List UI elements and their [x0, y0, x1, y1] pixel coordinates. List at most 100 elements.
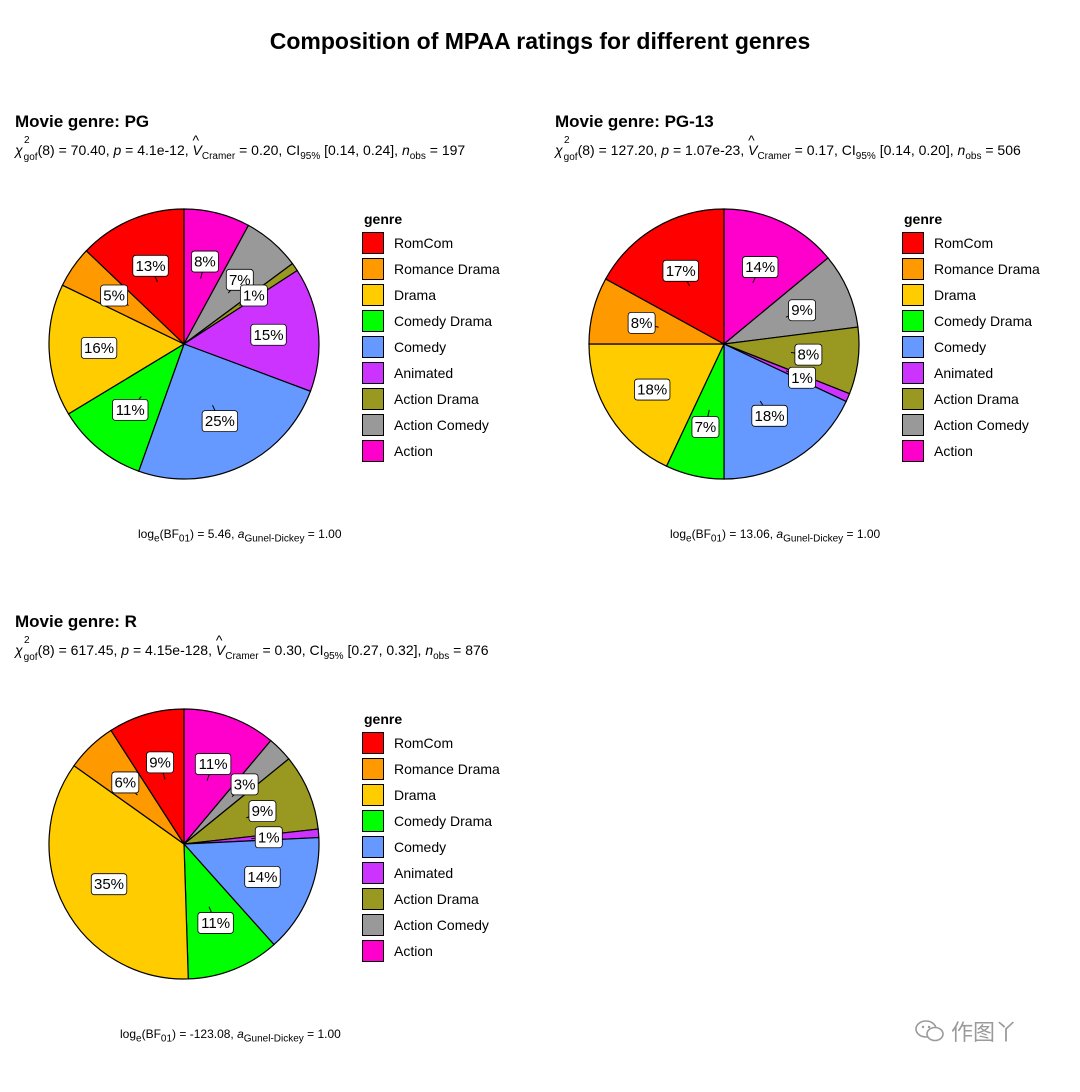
- slice-percent-label: 9%: [791, 302, 813, 319]
- slice-percent-label: 14%: [247, 869, 277, 886]
- legend-label: Comedy Drama: [394, 813, 493, 829]
- slice-label: 15%: [250, 323, 287, 346]
- legend-swatch: [902, 310, 924, 332]
- legend: genre RomCom Romance Drama Drama Comedy Dram…: [902, 212, 1040, 464]
- slice-percent-label: 35%: [94, 876, 124, 893]
- label-box: [254, 826, 283, 849]
- slice-percent-label: 11%: [116, 402, 145, 419]
- legend-label: Comedy Drama: [934, 313, 1033, 329]
- legend-item: Animated: [902, 360, 1040, 386]
- slice-percent-label: 7%: [229, 272, 251, 289]
- legend-swatch: [362, 336, 384, 358]
- label-box: [244, 865, 281, 888]
- legend-label: Animated: [394, 865, 454, 881]
- legend-item: Action Comedy: [902, 412, 1040, 438]
- label-box: [100, 284, 129, 307]
- slice-label: 9%: [785, 299, 816, 322]
- label-box: [788, 366, 816, 389]
- stats-line: χ 2 gof(8) = 617.45, p = 4.15e-128, ^ VCram…: [15, 632, 489, 663]
- label-box: [788, 299, 816, 322]
- legend-swatch: [902, 336, 924, 358]
- legend-swatch: [362, 758, 384, 780]
- legend-item: Drama: [362, 282, 500, 308]
- legend-item: Comedy Drama: [362, 808, 500, 834]
- legend-item: Animated: [362, 860, 500, 886]
- legend-item: Romance Drama: [902, 256, 1040, 282]
- chart-panel-pg13: Movie genre: PG-13 χ 2 gof(8) = 127.20, p …: [540, 112, 1080, 592]
- legend-label: Action Comedy: [934, 417, 1029, 433]
- legend-item: Romance Drama: [362, 756, 500, 782]
- legend-label: RomCom: [394, 735, 454, 751]
- legend-swatch: [902, 388, 924, 410]
- slice-label: 11%: [194, 753, 232, 781]
- slice-label: 7%: [691, 409, 720, 438]
- legend-label: Action Drama: [394, 891, 479, 907]
- slice-label: 17%: [662, 259, 699, 287]
- panel-title: Movie genre: PG: [15, 112, 150, 131]
- label-box: [80, 337, 118, 359]
- slice-percent-label: 5%: [103, 288, 125, 305]
- label-box: [627, 311, 656, 334]
- pie-slice-drama: [48, 764, 189, 980]
- legend-swatch: [362, 310, 384, 332]
- slice-percent-label: 14%: [745, 259, 775, 276]
- legend-label: Action: [934, 443, 973, 459]
- slice-label: 8%: [191, 250, 219, 279]
- label-box: [634, 378, 671, 401]
- wechat-icon: [915, 1020, 944, 1042]
- legend-swatch: [362, 810, 384, 832]
- label-box: [250, 323, 287, 346]
- legend-label: Drama: [394, 787, 437, 803]
- slice-percent-label: 15%: [254, 327, 284, 344]
- legend-label: Drama: [934, 287, 977, 303]
- stats-line: χ 2 gof(8) = 127.20, p = 1.07e-23, ^ VCrame…: [555, 132, 1021, 163]
- legend-swatch: [362, 440, 384, 462]
- legend-label: Action Comedy: [394, 917, 489, 933]
- slice-percent-label: 9%: [149, 754, 171, 771]
- bayes-factor-caption: loge(BF01) = 5.46, aGunel-Dickey = 1.00: [138, 527, 342, 545]
- legend-swatch: [902, 258, 924, 280]
- legend-label: Comedy Drama: [394, 313, 493, 329]
- label-box: [742, 256, 779, 278]
- legend-item: RomCom: [362, 730, 500, 756]
- label-box: [90, 873, 128, 896]
- legend-item: Action Comedy: [362, 412, 500, 438]
- label-box: [794, 343, 823, 366]
- legend-label: Romance Drama: [394, 261, 500, 277]
- slice-percent-label: 6%: [114, 774, 136, 791]
- slice-percent-label: 8%: [194, 254, 216, 271]
- legend-item: Romance Drama: [362, 256, 500, 282]
- legend-item: Animated: [362, 360, 500, 386]
- slice-percent-label: 13%: [136, 258, 166, 275]
- slice-percent-label: 1%: [791, 370, 813, 387]
- legend-title: genre: [904, 211, 943, 227]
- pie-chart: 8% 7%1% 15% 25% 11% 16% 5% 13%: [48, 208, 320, 480]
- legend-swatch: [362, 362, 384, 384]
- legend-swatch: [362, 388, 384, 410]
- legend-item: RomCom: [902, 230, 1040, 256]
- legend-swatch: [362, 732, 384, 754]
- label-box: [132, 254, 169, 277]
- chart-title: Composition of MPAA ratings for differen…: [269, 28, 811, 54]
- legend-label: Comedy: [934, 339, 987, 355]
- label-box: [197, 912, 234, 934]
- legend-swatch: [902, 284, 924, 306]
- legend-swatch: [902, 414, 924, 436]
- legend-swatch: [902, 232, 924, 254]
- legend-swatch: [362, 888, 384, 910]
- slice-label: 18%: [751, 400, 788, 427]
- slice-label: 6%: [111, 771, 140, 796]
- legend-swatch: [362, 232, 384, 254]
- label-box: [691, 416, 720, 438]
- slice-percent-label: 18%: [755, 408, 785, 425]
- slice-label: 9%: [246, 800, 277, 823]
- legend-label: Comedy: [394, 839, 447, 855]
- pie-chart: 11% 3% 9% 1% 14% 11% 35% 6% 9%: [48, 708, 320, 980]
- legend-item: Comedy Drama: [362, 308, 500, 334]
- slice-percent-label: 17%: [666, 263, 696, 280]
- label-box: [230, 773, 259, 796]
- label-box: [194, 753, 232, 775]
- legend-item: Action: [362, 938, 500, 964]
- slice-label: 1%: [251, 826, 283, 849]
- legend-item: Action: [362, 438, 500, 464]
